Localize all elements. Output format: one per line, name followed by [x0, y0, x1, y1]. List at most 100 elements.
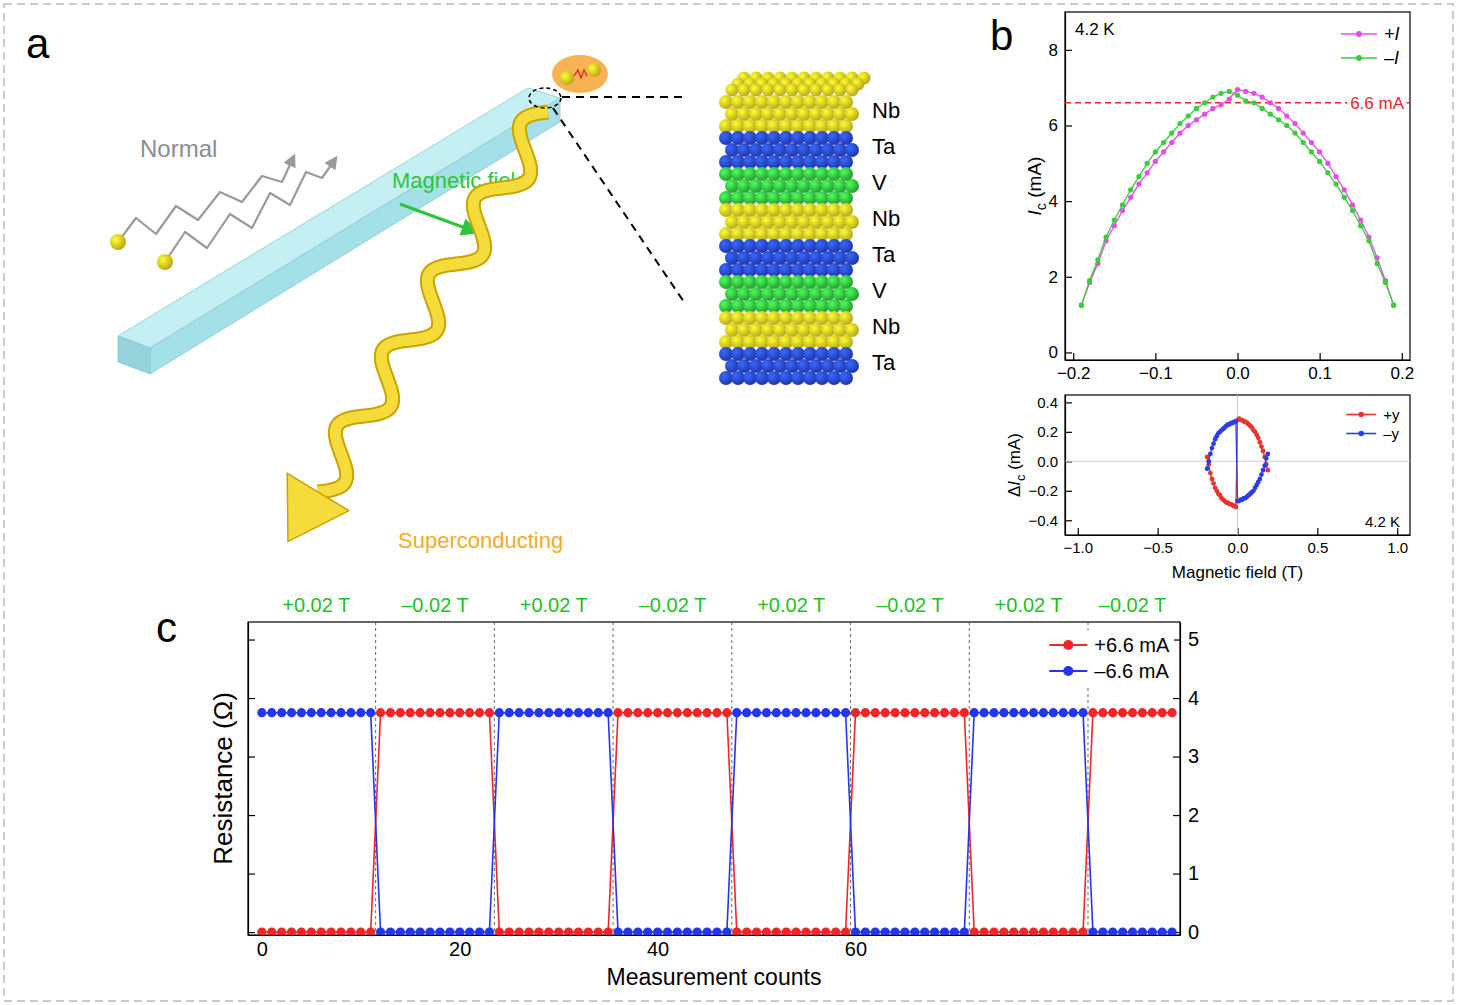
atom: [762, 84, 775, 97]
tick-label: 8: [1049, 41, 1058, 60]
series-line: [262, 713, 1172, 932]
tick-mark: [1065, 432, 1072, 433]
marker: [1128, 195, 1133, 200]
marker: [821, 927, 830, 935]
marker: [910, 927, 919, 935]
atom: [833, 215, 847, 229]
marker: [307, 927, 316, 935]
marker: [564, 927, 573, 935]
tick-mark: [1173, 815, 1180, 816]
marker: [1112, 217, 1117, 222]
marker: [406, 708, 415, 717]
tick-mark: [1173, 756, 1180, 757]
series-line: [1207, 422, 1268, 502]
atom: [749, 215, 763, 229]
atom: [815, 131, 829, 145]
atom: [719, 239, 733, 253]
marker: [732, 927, 741, 935]
marker: [1059, 708, 1068, 717]
marker: [841, 927, 850, 935]
marker: [762, 708, 771, 717]
segment-divider: [731, 622, 732, 935]
atom: [791, 131, 805, 145]
label: Superconducting: [398, 528, 563, 553]
marker: [772, 708, 781, 717]
marker: [544, 708, 553, 717]
marker: [1391, 303, 1396, 308]
atom: [810, 84, 823, 97]
marker: [1268, 112, 1273, 117]
tick-label: −0.4: [1028, 512, 1058, 529]
marker: [643, 927, 652, 935]
marker: [1235, 93, 1240, 98]
marker: [1292, 121, 1297, 126]
marker: [1029, 927, 1038, 935]
label: Normal: [140, 135, 217, 162]
marker: [1317, 149, 1322, 154]
tick-label: 0.0: [1037, 453, 1058, 470]
marker: [851, 927, 860, 935]
marker: [267, 708, 276, 717]
tick-label: −1.0: [1063, 539, 1093, 556]
tick-mark: [1065, 201, 1072, 202]
y-axis-right: 012345: [1173, 623, 1199, 943]
marker: [613, 708, 622, 717]
atom: [797, 215, 811, 229]
atom: [779, 311, 793, 325]
tick: 6: [1049, 116, 1072, 135]
marker: [1108, 708, 1117, 717]
atom: [815, 191, 829, 205]
marker: [653, 708, 662, 717]
atom: [773, 251, 787, 265]
atom: [785, 287, 799, 301]
atom: [803, 275, 817, 289]
marker: [505, 708, 514, 717]
atom: [815, 155, 829, 169]
marker: [950, 708, 959, 717]
atom: [743, 335, 757, 349]
electron: [110, 234, 126, 250]
marker: [722, 708, 731, 717]
atom: [839, 371, 853, 385]
tick-label: 40: [647, 938, 669, 960]
marker: [534, 927, 543, 935]
marker: [485, 927, 494, 935]
plot-frame: [1065, 395, 1410, 535]
atom: [791, 371, 805, 385]
atom: [767, 263, 781, 277]
atom: [719, 95, 733, 109]
atom: [773, 179, 787, 193]
atom: [779, 203, 793, 217]
atom: [743, 239, 757, 253]
marker: [1177, 121, 1182, 126]
atom: [803, 119, 817, 133]
marker: [604, 927, 613, 935]
atom: [839, 167, 853, 181]
atom: [815, 371, 829, 385]
marker: [396, 708, 405, 717]
marker: [702, 708, 711, 717]
atom: [815, 227, 829, 241]
tick: [248, 874, 255, 875]
tick-label: −0.2: [1057, 364, 1091, 383]
marker: [425, 708, 434, 717]
legend-label: +I: [1384, 24, 1400, 44]
marker: [1235, 87, 1240, 92]
marker: [752, 927, 761, 935]
atom: [755, 275, 769, 289]
atom: [749, 287, 763, 301]
layer-label: Ta: [872, 134, 896, 159]
atom: [845, 107, 859, 121]
legend-swatch: [1063, 640, 1073, 650]
series-line: [1207, 419, 1268, 507]
legend-item: –y: [1346, 425, 1399, 442]
tick: 8: [1049, 41, 1072, 60]
marker: [1009, 708, 1018, 717]
marker: [475, 927, 484, 935]
atom: [779, 191, 793, 205]
tick: [248, 757, 255, 758]
marker: [1039, 927, 1048, 935]
marker: [871, 708, 880, 717]
marker: [989, 927, 998, 935]
marker: [1138, 927, 1147, 935]
